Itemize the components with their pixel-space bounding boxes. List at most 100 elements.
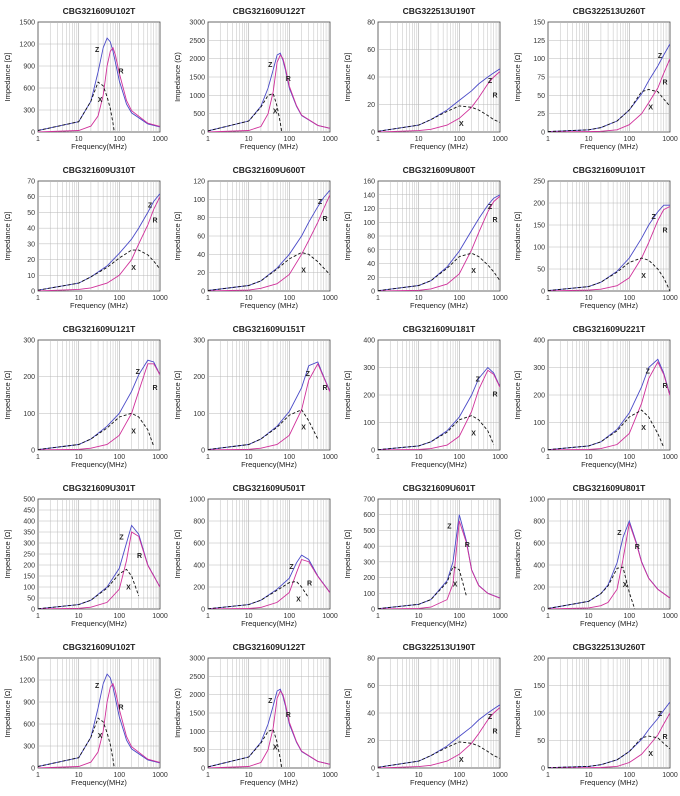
- y-tick-label: 20: [27, 257, 35, 264]
- chart-panel-8: CBG321609U101T 0 50 100 150 200 250 1 10 100 1000 F…: [513, 165, 678, 310]
- series-line-r: [378, 71, 500, 132]
- chart-panel-19: CBG322513U190T 0 20 40 60 80 1 10 100 1000 Frequen…: [343, 642, 508, 787]
- series-line-r: [548, 58, 670, 132]
- y-tick-label: 1000: [189, 93, 205, 100]
- series-line-x: [38, 412, 155, 450]
- y-tick-label: 0: [31, 766, 35, 773]
- y-tick-label: 140: [363, 192, 375, 199]
- y-tick-label: 500: [363, 528, 375, 535]
- y-tick-label: 75: [537, 75, 545, 82]
- y-tick-label: 1200: [19, 42, 35, 49]
- x-tick-label: 100: [283, 295, 295, 302]
- x-tick-label: 1000: [662, 613, 678, 620]
- y-tick-label: 400: [533, 338, 545, 345]
- y-axis-label: Impedance (Ω): [173, 52, 182, 102]
- y-tick-label: 20: [367, 275, 375, 282]
- y-tick-label: 200: [533, 585, 545, 592]
- y-tick-label: 0: [201, 130, 205, 137]
- series-line-x: [548, 409, 665, 450]
- x-axis-label: Frequency(MHz): [71, 142, 127, 151]
- series-line-r: [38, 46, 160, 132]
- series-annotation-x: X: [126, 584, 131, 591]
- x-tick-label: 1: [376, 136, 380, 143]
- x-tick-label: 10: [585, 772, 593, 779]
- chart-panel-13: CBG321609U301T 0 50 100 150 200 250 300 350 400 45…: [3, 483, 168, 628]
- y-tick-label: 500: [193, 111, 205, 118]
- series-annotation-x: X: [648, 751, 653, 758]
- x-tick-label: 100: [623, 454, 635, 461]
- series-annotation-r: R: [119, 69, 124, 76]
- y-tick-label: 60: [367, 247, 375, 254]
- y-tick-label: 200: [193, 585, 205, 592]
- chart-title: CBG321609U102T: [63, 642, 137, 652]
- y-tick-label: 0: [541, 607, 545, 614]
- y-axis-label: Impedance [Ω]: [513, 212, 522, 261]
- x-tick-label: 100: [283, 454, 295, 461]
- plot-area: [547, 180, 671, 292]
- y-tick-label: 200: [23, 563, 35, 570]
- y-tick-label: 125: [533, 38, 545, 45]
- chart-panel-18: CBG321609U122T 0 500 1000 1500 2000 2500 3000 1 1…: [173, 642, 338, 787]
- x-tick-label: 10: [75, 772, 83, 779]
- x-tick-label: 1000: [492, 295, 508, 302]
- x-tick-label: 1000: [492, 136, 508, 143]
- chart-panel-10: CBG321609U151T 0 100 200 300 1 10 100 1000 Freque…: [173, 324, 338, 469]
- series-annotation-r: R: [662, 228, 667, 235]
- x-tick-label: 10: [245, 772, 253, 779]
- series-annotation-z: Z: [488, 714, 493, 721]
- series-line-r: [378, 707, 500, 768]
- y-tick-label: 0: [371, 289, 375, 296]
- x-tick-label: 100: [453, 613, 465, 620]
- chart-panel-3: CBG322513U190T 0 20 40 60 80 1 10 100 1000 Frequen…: [343, 6, 508, 151]
- x-tick-label: 100: [623, 772, 635, 779]
- series-annotation-r: R: [322, 216, 327, 223]
- x-tick-label: 100: [623, 136, 635, 143]
- y-tick-label: 0: [541, 448, 545, 455]
- y-tick-label: 100: [533, 56, 545, 63]
- x-tick-label: 100: [113, 136, 125, 143]
- y-tick-label: 160: [363, 179, 375, 186]
- x-tick-label: 10: [245, 136, 253, 143]
- y-axis-label: Impedance [Ω]: [343, 212, 352, 261]
- y-tick-label: 80: [367, 656, 375, 663]
- y-tick-label: 150: [533, 223, 545, 230]
- y-axis-label: Impedance [Ω]: [343, 371, 352, 420]
- chart-title: CBG321609U801T: [573, 483, 647, 493]
- x-tick-label: 1: [376, 613, 380, 620]
- y-tick-label: 2000: [189, 692, 205, 699]
- series-annotation-r: R: [307, 581, 312, 588]
- y-axis-label: Impedance [Ω]: [343, 689, 352, 738]
- y-tick-label: 60: [367, 683, 375, 690]
- y-tick-label: 100: [533, 420, 545, 427]
- chart-title: CBG322513U260T: [573, 6, 647, 16]
- y-tick-label: 0: [541, 130, 545, 137]
- y-tick-label: 100: [363, 220, 375, 227]
- y-tick-label: 1200: [19, 678, 35, 685]
- y-tick-label: 600: [193, 541, 205, 548]
- series-line-x: [378, 415, 495, 450]
- series-annotation-r: R: [322, 385, 327, 392]
- x-tick-label: 1: [206, 136, 210, 143]
- y-tick-label: 40: [367, 75, 375, 82]
- series-annotation-z: Z: [646, 368, 651, 375]
- x-tick-label: 1: [376, 454, 380, 461]
- y-axis-label: Impedance [Ω]: [173, 212, 182, 261]
- series-line-r: [378, 195, 500, 291]
- chart-title: CBG321609U122T: [233, 6, 307, 16]
- x-axis-label: Frequency(MHz): [241, 460, 297, 469]
- series-annotation-r: R: [492, 93, 497, 100]
- x-tick-label: 10: [75, 136, 83, 143]
- x-axis-label: Frequency (MHz): [70, 301, 128, 310]
- series-annotation-r: R: [635, 544, 640, 551]
- series-line-x: [378, 252, 500, 291]
- x-tick-label: 1: [36, 454, 40, 461]
- series-line-x: [208, 92, 283, 132]
- series-annotation-x: X: [98, 97, 103, 104]
- y-tick-label: 600: [533, 541, 545, 548]
- y-axis-label: Impedance [Ω]: [513, 371, 522, 420]
- y-tick-label: 0: [201, 289, 205, 296]
- y-tick-label: 1500: [19, 20, 35, 27]
- x-tick-label: 1: [206, 295, 210, 302]
- y-axis-label: Impedance [Ω]: [343, 53, 352, 102]
- series-annotation-x: X: [459, 121, 464, 128]
